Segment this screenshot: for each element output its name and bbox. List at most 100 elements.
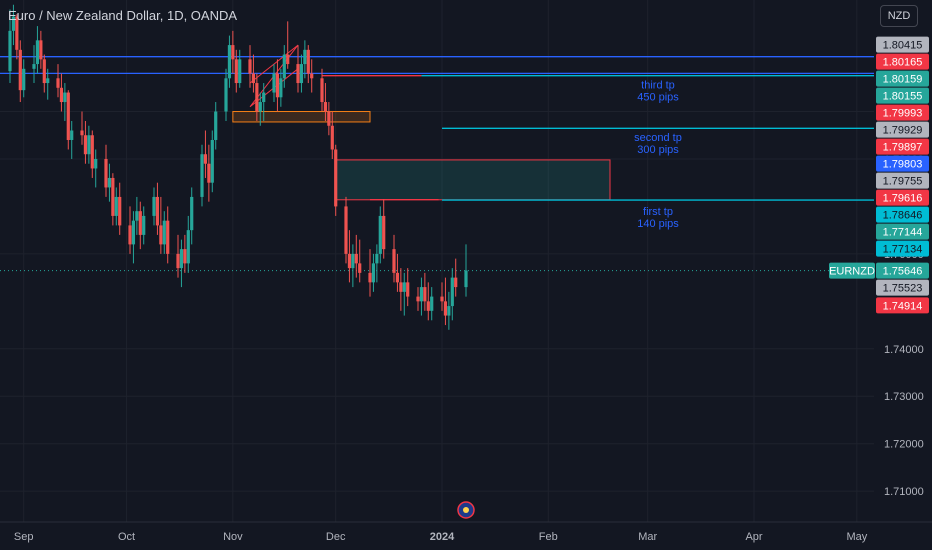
candle-body — [22, 68, 26, 91]
candle-body — [203, 154, 208, 164]
time-tick-label: Sep — [14, 531, 34, 543]
candle-body — [214, 111, 218, 140]
price-badge-label: 1.79616 — [883, 193, 923, 205]
price-badge-label: 1.79755 — [883, 176, 923, 188]
candle-body — [419, 287, 424, 302]
candle-body — [375, 253, 379, 264]
price-badge — [876, 172, 929, 189]
candle-body — [430, 296, 434, 311]
candle-body — [131, 220, 136, 245]
candle-body — [183, 249, 187, 264]
time-axis[interactable]: Sep Oct Nov Dec 2024 Feb Mar Apr May — [0, 521, 932, 543]
candle-body — [450, 277, 454, 307]
candle-body — [406, 282, 410, 297]
candle-body — [296, 64, 300, 84]
candle-body — [104, 158, 108, 188]
candle-body — [426, 301, 430, 311]
candle-body — [258, 102, 262, 112]
candle-body — [330, 125, 334, 150]
candle-body — [39, 40, 43, 60]
candle-body — [286, 54, 290, 65]
candle-body — [70, 130, 74, 140]
candle-body — [207, 163, 211, 183]
candle-body — [200, 154, 204, 197]
candle-body — [135, 211, 139, 221]
price-badge-label: 1.77134 — [883, 244, 923, 256]
currency-button[interactable]: NZD — [880, 5, 918, 27]
candle-body — [447, 306, 451, 316]
price-badge-label: 1.80159 — [883, 74, 923, 86]
time-tick-label: Apr — [745, 531, 762, 543]
candle-body — [248, 59, 252, 74]
price-badge-label: 1.75646 — [883, 266, 923, 278]
candle-body — [80, 130, 84, 136]
zone-box — [335, 159, 611, 201]
horizontal-lines — [0, 56, 874, 272]
candle-body — [32, 64, 36, 69]
tp-annotation: third tp — [641, 80, 675, 92]
candle-body — [299, 64, 304, 84]
candle-body — [35, 40, 40, 65]
candle-body — [272, 73, 276, 93]
tp-annotation: 450 pips — [637, 92, 679, 104]
candle-body — [443, 301, 448, 316]
price-badge — [876, 297, 929, 314]
candle-body — [166, 220, 170, 254]
candle-body — [416, 296, 420, 302]
price-badge — [876, 262, 929, 279]
candle-body — [94, 158, 98, 169]
time-tick-label: Feb — [539, 531, 558, 543]
time-tick-label: 2024 — [430, 531, 455, 543]
candle-body — [87, 135, 91, 155]
price-badge — [876, 189, 929, 206]
candle-body — [423, 287, 427, 302]
tp-annotation: second tp — [634, 132, 682, 144]
price-badges: 1.80415 1.80165 1.80159 1.80155 1.79993 1.799… — [829, 36, 929, 314]
candle-body — [251, 73, 256, 84]
candle-body — [46, 78, 50, 84]
price-badge — [876, 36, 929, 53]
price-badge — [876, 70, 929, 87]
price-badge-label: 1.80415 — [883, 40, 923, 52]
grid — [0, 0, 874, 522]
candles — [8, 4, 468, 330]
candle-body — [371, 263, 376, 283]
tp-annotation: first tp — [643, 206, 673, 218]
price-badge-label: 1.75523 — [883, 283, 923, 295]
candle-body — [368, 272, 372, 283]
time-tick-label: May — [846, 531, 867, 543]
candle-body — [90, 135, 94, 169]
candle-body — [15, 16, 19, 50]
candle-body — [255, 83, 259, 112]
candle-body — [327, 111, 331, 126]
candle-body — [231, 45, 235, 60]
candle-body — [275, 73, 280, 98]
candle-body — [138, 211, 142, 235]
tp-annotation: 300 pips — [637, 144, 679, 156]
price-badge — [876, 121, 929, 138]
candle-body — [347, 253, 352, 269]
candle-body — [282, 54, 286, 79]
candle-body — [358, 263, 362, 273]
candle-body — [382, 215, 386, 250]
candle-body — [224, 78, 228, 112]
candle-body — [63, 92, 67, 103]
candle-body — [399, 282, 403, 292]
price-badge — [876, 279, 929, 296]
zone-box — [232, 111, 371, 123]
candle-body — [186, 230, 190, 264]
price-badge — [876, 53, 929, 70]
candle-body — [306, 49, 310, 74]
time-tick-label: Mar — [638, 531, 657, 543]
candle-body — [179, 249, 184, 269]
symbol-tag-label: EURNZD — [829, 266, 875, 278]
candle-body — [238, 59, 242, 84]
candle-body — [392, 249, 396, 273]
candle-body — [351, 253, 355, 269]
candle-body — [210, 139, 214, 183]
candle-body — [159, 225, 163, 245]
price-badge-label: 1.77144 — [883, 227, 923, 239]
candle-body — [114, 196, 118, 216]
price-tick-label: 1.73000 — [884, 391, 924, 403]
